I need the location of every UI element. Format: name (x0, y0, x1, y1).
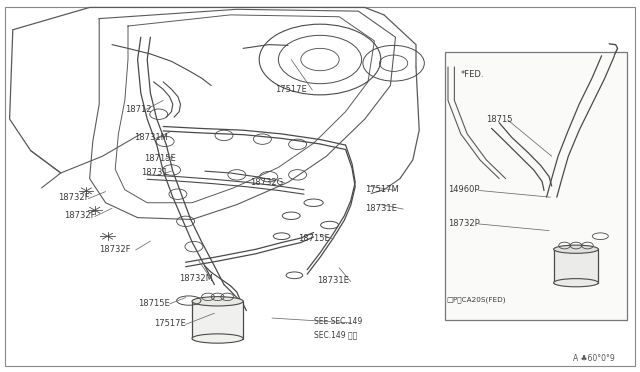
Bar (445, 52, 627, 320)
Text: 18731M: 18731M (134, 133, 168, 142)
Text: 18715E: 18715E (138, 299, 170, 308)
Ellipse shape (554, 279, 598, 287)
Text: □P）CA20S(FED): □P）CA20S(FED) (447, 296, 506, 303)
Text: 18715: 18715 (486, 115, 513, 124)
Text: 17517E: 17517E (275, 85, 307, 94)
Text: 18732F: 18732F (58, 193, 89, 202)
Text: 14960P: 14960P (448, 185, 479, 194)
Text: 18731E: 18731E (317, 276, 349, 285)
Text: 18731E: 18731E (365, 204, 397, 213)
Text: 18732P: 18732P (448, 219, 480, 228)
Bar (192, 301, 243, 339)
Text: 17517M: 17517M (365, 185, 399, 194)
Text: 18731: 18731 (141, 169, 168, 177)
Text: SEC.149 参照: SEC.149 参照 (314, 330, 357, 339)
Text: 18715E: 18715E (144, 154, 176, 163)
Text: 18732M: 18732M (179, 274, 213, 283)
Text: A ♣60°0°9: A ♣60°0°9 (573, 354, 614, 363)
Text: 18732G: 18732G (250, 178, 283, 187)
Ellipse shape (554, 245, 598, 253)
Text: 17517E: 17517E (154, 319, 186, 328)
Text: 18712: 18712 (125, 105, 151, 114)
Text: 18715E: 18715E (298, 234, 330, 243)
Text: 18732F: 18732F (99, 245, 131, 254)
Bar (554, 249, 598, 283)
Ellipse shape (192, 297, 243, 306)
Text: 18732F: 18732F (64, 211, 95, 220)
Text: SEE SEC.149: SEE SEC.149 (314, 317, 362, 326)
Text: *FED.: *FED. (461, 70, 484, 79)
Ellipse shape (192, 334, 243, 343)
